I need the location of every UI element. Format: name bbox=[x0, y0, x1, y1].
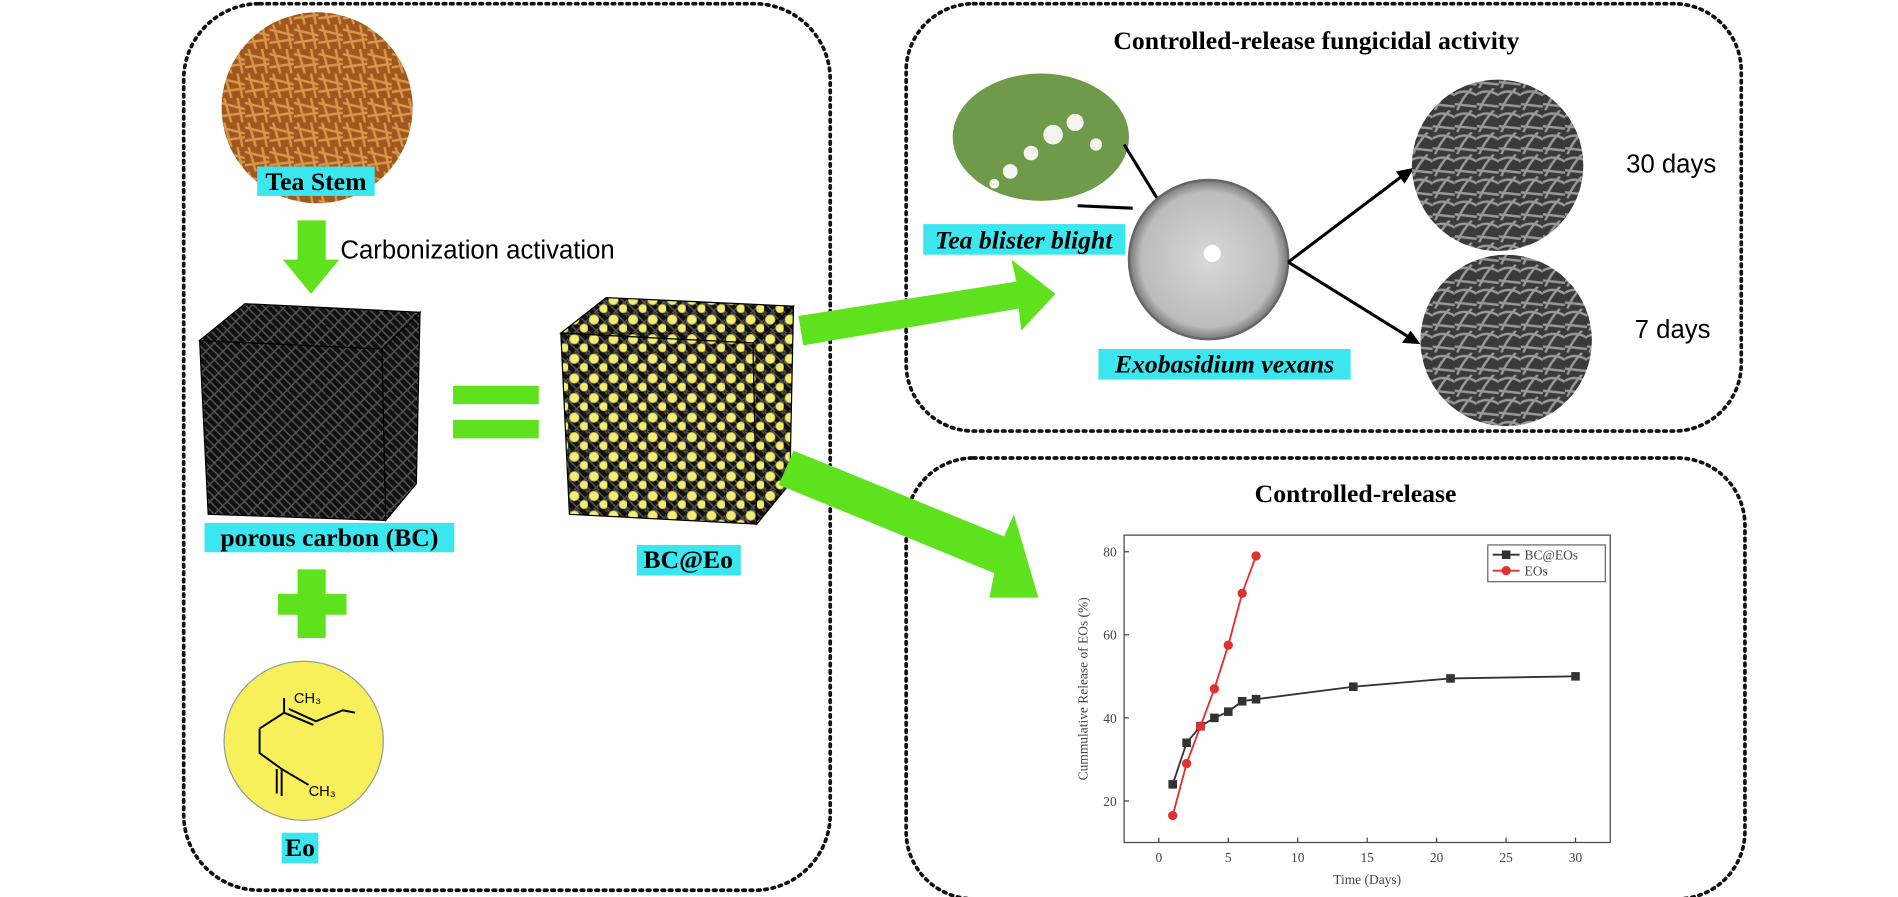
x-tick-label: 0 bbox=[1155, 850, 1162, 865]
arrowhead bbox=[1402, 330, 1421, 345]
sem-image bbox=[1420, 254, 1592, 427]
x-tick-label: 10 bbox=[1291, 850, 1305, 865]
sem-image bbox=[1411, 79, 1584, 252]
marker bbox=[1181, 758, 1192, 769]
x-tick-label: 30 bbox=[1569, 850, 1583, 865]
chart-background bbox=[1067, 526, 1617, 894]
marker bbox=[1251, 694, 1261, 704]
equals-sign bbox=[453, 420, 539, 439]
marker bbox=[1182, 738, 1191, 748]
marker bbox=[1168, 810, 1178, 821]
marker bbox=[1446, 674, 1455, 683]
arrow-to-release bbox=[778, 450, 1039, 598]
molecule-circle bbox=[223, 660, 384, 822]
marker bbox=[1571, 672, 1580, 681]
disease-label: Tea blister blight bbox=[935, 226, 1113, 255]
porous-carbon-cube bbox=[197, 303, 422, 523]
equals-sign bbox=[453, 385, 539, 405]
molecule-structure bbox=[258, 697, 356, 796]
y-tick-label: 80 bbox=[1103, 545, 1117, 560]
connector bbox=[1287, 170, 1416, 342]
release-chart: 0 5 10 15 20 25 30 20 40 60 80 Time (Days) Cummulati… bbox=[1075, 534, 1611, 887]
plus-sign bbox=[277, 569, 347, 638]
colony bbox=[1203, 244, 1221, 263]
marker bbox=[1168, 780, 1178, 789]
label-highlight bbox=[281, 832, 319, 864]
marker bbox=[1348, 682, 1358, 692]
y-axis-label: Cummulative Release of EOs (%) bbox=[1075, 597, 1090, 780]
process-label: Carbonization activation bbox=[340, 236, 614, 264]
time-label: 30 days bbox=[1626, 151, 1716, 179]
marker bbox=[1195, 721, 1206, 731]
fungicidal-title: Controlled-release fungicidal activity bbox=[1113, 26, 1519, 55]
x-tick-label: 20 bbox=[1430, 850, 1444, 865]
label-highlight bbox=[257, 166, 375, 196]
y-tick-label: 20 bbox=[1103, 794, 1117, 809]
x-tick-label: 15 bbox=[1360, 850, 1374, 865]
arrow-to-fungicidal bbox=[798, 259, 1056, 346]
marker bbox=[1209, 684, 1220, 694]
label-highlight bbox=[204, 522, 455, 553]
left-panel bbox=[181, 1, 833, 893]
x-tick-label: 5 bbox=[1225, 850, 1232, 865]
pathogen-label: Exobasidium vexans bbox=[1114, 349, 1334, 378]
label-highlight bbox=[923, 224, 1126, 255]
tea-stem-label: Tea Stem bbox=[265, 167, 366, 196]
x-axis-label: Time (Days) bbox=[1333, 872, 1401, 887]
y-tick-label: 40 bbox=[1103, 711, 1117, 726]
marker bbox=[1237, 696, 1247, 706]
label-highlight bbox=[636, 544, 741, 576]
connector bbox=[1077, 143, 1159, 210]
label-highlight bbox=[1098, 349, 1351, 380]
legend-label: EOs bbox=[1525, 564, 1548, 579]
tea-stem-image bbox=[221, 12, 413, 204]
legend-label: BC@EOs bbox=[1525, 548, 1579, 563]
molecule-label: CH₃ bbox=[309, 784, 336, 800]
x-tick-label: 25 bbox=[1499, 850, 1513, 865]
marker bbox=[1223, 640, 1233, 650]
arrowhead bbox=[1395, 167, 1415, 184]
release-panel bbox=[904, 456, 1747, 897]
marker bbox=[1210, 713, 1219, 723]
marker bbox=[1501, 565, 1511, 576]
series-line bbox=[1171, 675, 1576, 785]
y-tick-label: 60 bbox=[1103, 628, 1117, 643]
release-title: Controlled-release bbox=[1255, 479, 1457, 508]
marker bbox=[1501, 550, 1511, 560]
eo-label: Eo bbox=[285, 833, 315, 862]
leaf-image bbox=[952, 73, 1130, 201]
marker bbox=[1223, 707, 1233, 716]
composite-label: BC@Eo bbox=[643, 545, 733, 574]
marker bbox=[1237, 588, 1247, 598]
marker bbox=[1251, 551, 1261, 561]
leaf-spots bbox=[989, 113, 1103, 189]
porous-carbon-label: porous carbon (BC) bbox=[220, 523, 438, 552]
composite-cube bbox=[559, 296, 795, 526]
fungicidal-panel bbox=[904, 1, 1744, 433]
molecule-label: CH₃ bbox=[294, 691, 321, 707]
down-arrow bbox=[282, 220, 340, 294]
time-label: 7 days bbox=[1635, 316, 1711, 344]
